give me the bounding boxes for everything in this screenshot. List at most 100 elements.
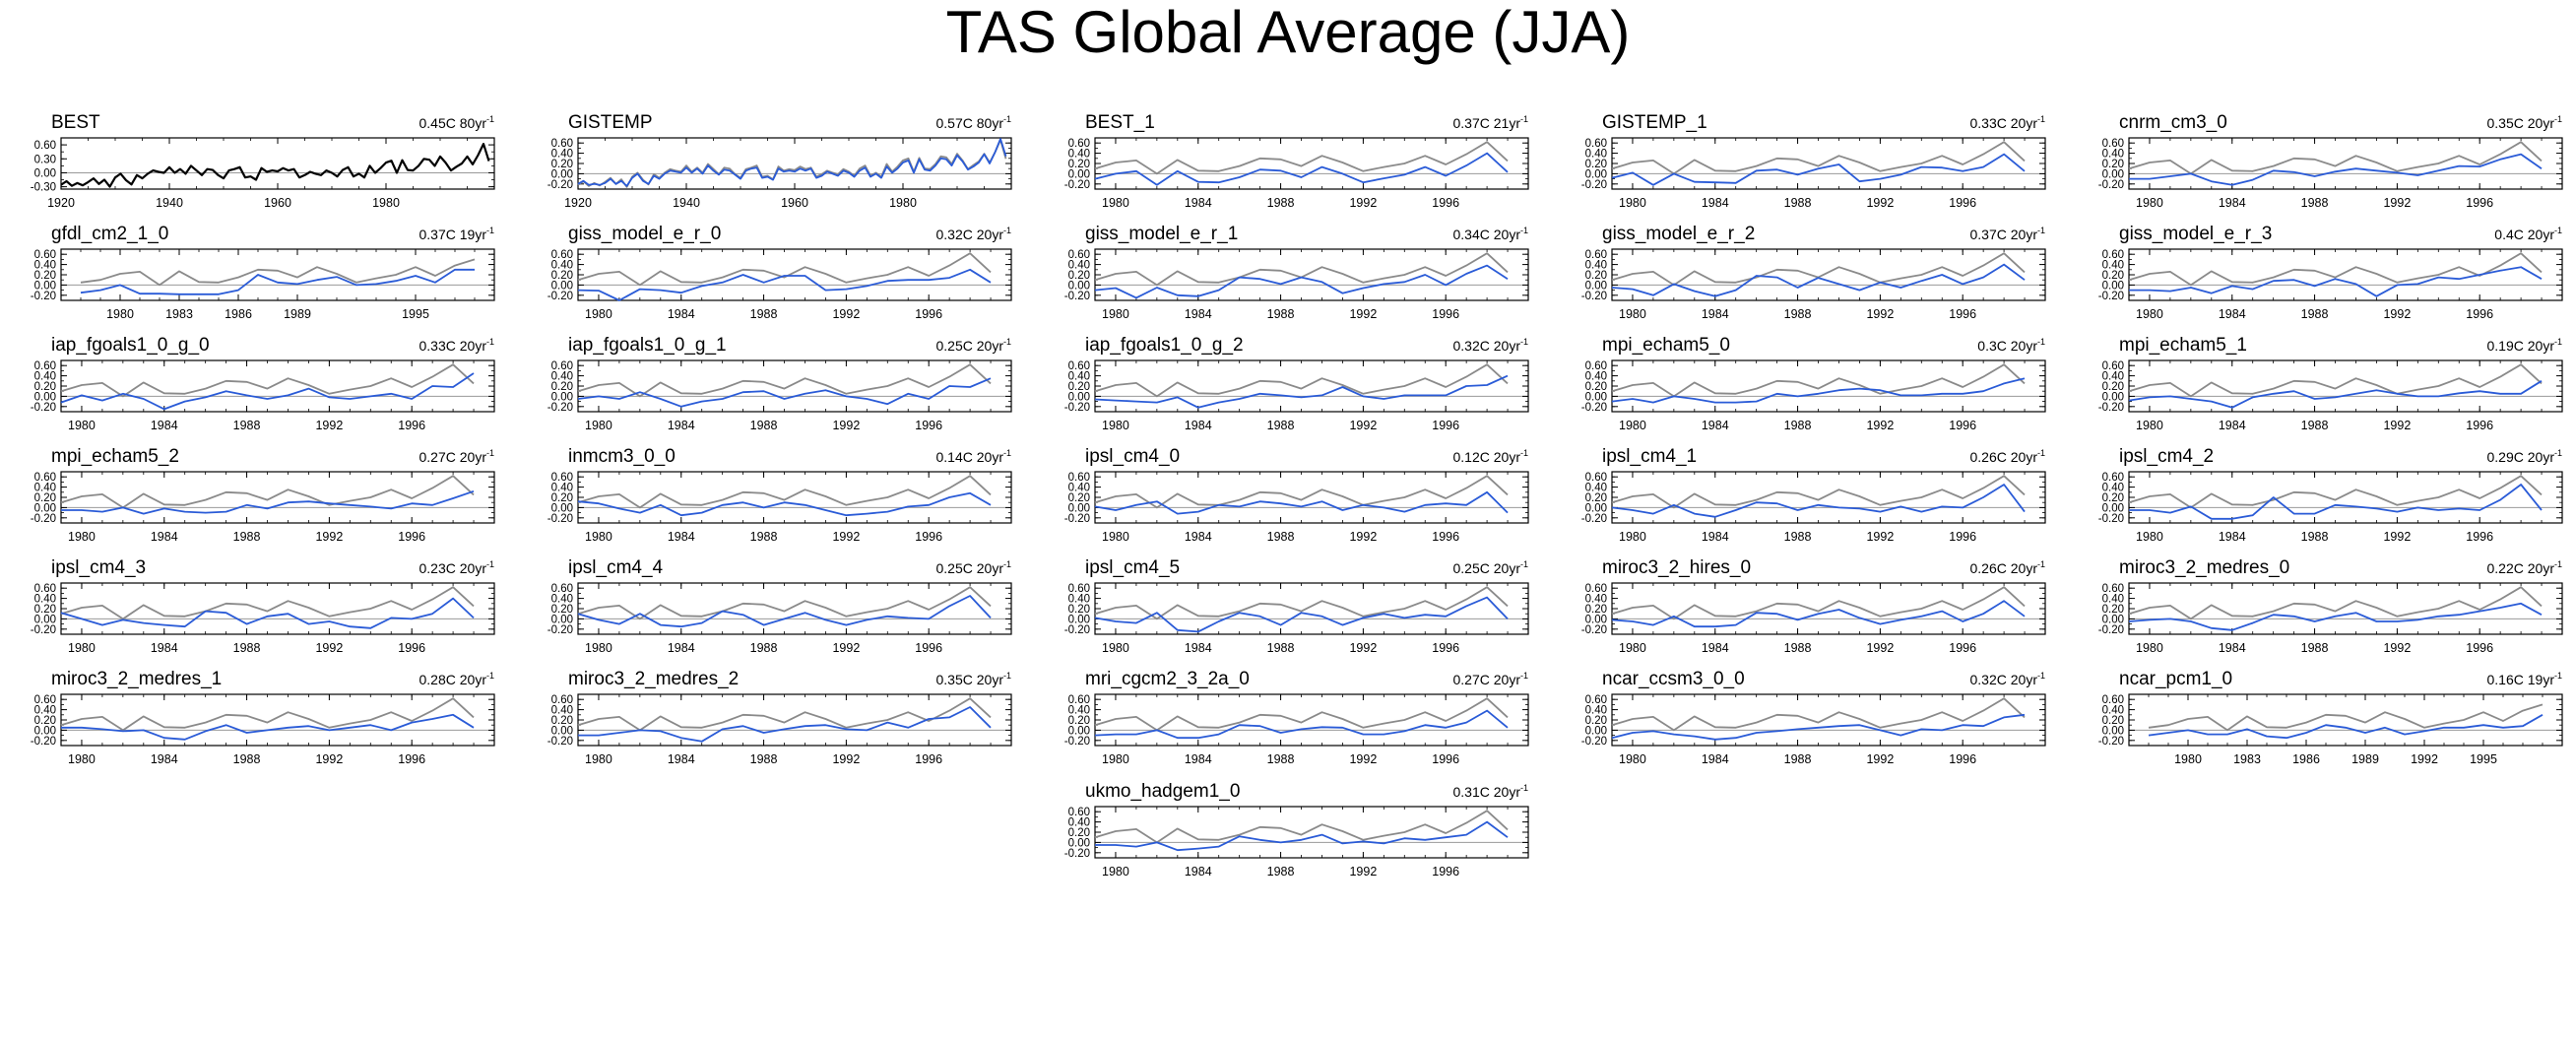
trend-label: 0.37C 21yr-1 bbox=[1453, 114, 1529, 131]
chart-panel: giss_model_e_r_2 0.37C 20yr-1 0.600.400.20… bbox=[1581, 224, 2046, 321]
x-tick-label: 1980 bbox=[2174, 752, 2202, 766]
x-tick-label: 1940 bbox=[156, 196, 183, 210]
y-tick-label: 0.60 bbox=[34, 694, 56, 706]
x-tick-label: 1992 bbox=[2383, 196, 2411, 210]
chart-title: ipsl_cm4_5 bbox=[1085, 557, 1180, 578]
y-tick-label: 0.00 bbox=[551, 391, 573, 403]
chart-panel: BEST 0.45C 80yr-1 0.60 0.30 0.00 -0.30 1920 194… bbox=[31, 112, 495, 210]
trend-label: 0.32C 20yr-1 bbox=[1453, 337, 1529, 354]
x-tick-label: 1984 bbox=[151, 752, 178, 766]
x-tick-label: 1996 bbox=[1949, 530, 1976, 544]
chart-title: ncar_ccsm3_0_0 bbox=[1602, 669, 1745, 689]
plot-frame bbox=[1611, 137, 2046, 190]
chart-title: miroc3_2_medres_0 bbox=[2119, 557, 2289, 578]
y-tick-label: 0.60 bbox=[1068, 138, 1090, 150]
x-tick-label: 1996 bbox=[398, 419, 425, 432]
plot-frame bbox=[1611, 248, 2046, 301]
trend-label: 0.45C 80yr-1 bbox=[419, 114, 495, 131]
series-line bbox=[1094, 252, 1509, 287]
series-line bbox=[2128, 475, 2543, 509]
x-tick-label: 1988 bbox=[1267, 641, 1295, 655]
y-tick-label: 0.20 bbox=[34, 381, 56, 393]
x-tick-label: 1980 bbox=[1619, 641, 1646, 655]
x-tick-label: 1984 bbox=[1185, 419, 1212, 432]
x-tick-label: 1988 bbox=[1267, 196, 1295, 210]
y-tick-label: 0.40 bbox=[551, 705, 573, 717]
chart-panel: miroc3_2_hires_0 0.26C 20yr-1 0.600.400.20… bbox=[1581, 557, 2046, 655]
chart-title: giss_model_e_r_0 bbox=[568, 224, 721, 244]
chart-title: giss_model_e_r_1 bbox=[1085, 224, 1238, 244]
trend-label: 0.35C 20yr-1 bbox=[2487, 114, 2563, 131]
y-tick-label: 0.40 bbox=[1585, 260, 1607, 272]
series-line bbox=[2128, 602, 2543, 631]
x-tick-label: 1980 bbox=[2136, 196, 2163, 210]
chart-panel: iap_fgoals1_0_g_0 0.33C 20yr-1 0.600.400.2… bbox=[31, 335, 495, 432]
x-tick-label: 1980 bbox=[1619, 530, 1646, 544]
series-line bbox=[61, 713, 475, 741]
plot-frame bbox=[2128, 693, 2563, 747]
chart-title: mpi_echam5_2 bbox=[51, 446, 179, 467]
series-line bbox=[2128, 252, 2543, 287]
x-tick-label: 1984 bbox=[668, 419, 695, 432]
x-tick-label: 1992 bbox=[832, 752, 860, 766]
y-tick-label: -0.20 bbox=[2098, 736, 2124, 748]
y-tick-label: 0.20 bbox=[1585, 604, 1607, 616]
y-tick-label: 0.60 bbox=[2102, 249, 2124, 261]
x-tick-label: 1980 bbox=[1102, 419, 1129, 432]
y-tick-label: -0.20 bbox=[2098, 291, 2124, 302]
chart-title: iap_fgoals1_0_g_2 bbox=[1085, 335, 1244, 356]
x-tick-label: 1992 bbox=[832, 530, 860, 544]
x-tick-label: 1988 bbox=[1784, 641, 1812, 655]
y-tick-label: 0.40 bbox=[1068, 149, 1090, 161]
y-tick-label: 0.40 bbox=[1585, 483, 1607, 494]
chart-panel: GISTEMP 0.57C 80yr-1 0.600.400.200.00-0.20… bbox=[547, 112, 1012, 210]
x-tick-label: 1984 bbox=[668, 530, 695, 544]
y-tick-label: 0.40 bbox=[1585, 371, 1607, 383]
y-tick-label: 0.60 bbox=[34, 360, 56, 372]
y-tick-label: 0.20 bbox=[1068, 604, 1090, 616]
x-tick-label: 1980 bbox=[1619, 196, 1646, 210]
y-tick-label: 0.40 bbox=[2102, 483, 2124, 494]
y-tick-label: -0.30 bbox=[31, 182, 56, 194]
chart-title: BEST bbox=[51, 112, 100, 133]
x-tick-label: 1988 bbox=[750, 641, 778, 655]
chart-title: ipsl_cm4_2 bbox=[2119, 446, 2214, 467]
x-tick-label: 1996 bbox=[1432, 530, 1459, 544]
series-line bbox=[60, 697, 475, 732]
y-tick-label: 0.00 bbox=[1585, 725, 1607, 737]
x-tick-label: 1996 bbox=[1432, 196, 1459, 210]
y-tick-label: 0.00 bbox=[2102, 725, 2124, 737]
trend-label: 0.26C 20yr-1 bbox=[1970, 448, 2046, 465]
x-tick-label: 1995 bbox=[402, 307, 429, 321]
x-tick-label: 1983 bbox=[2233, 752, 2261, 766]
chart-title: ipsl_cm4_0 bbox=[1085, 446, 1180, 467]
chart-panel: miroc3_2_medres_0 0.22C 20yr-1 0.600.400.2… bbox=[2098, 557, 2563, 655]
y-tick-label: 0.60 bbox=[1068, 694, 1090, 706]
x-tick-label: 1988 bbox=[233, 752, 261, 766]
series-line bbox=[1094, 586, 1509, 620]
x-tick-label: 1984 bbox=[151, 641, 178, 655]
y-tick-label: 0.60 bbox=[1068, 583, 1090, 595]
y-tick-label: -0.20 bbox=[547, 179, 573, 191]
x-tick-label: 1992 bbox=[1866, 196, 1894, 210]
x-tick-label: 1988 bbox=[1784, 196, 1812, 210]
x-tick-label: 1988 bbox=[233, 530, 261, 544]
trend-label: 0.23C 20yr-1 bbox=[419, 559, 495, 576]
y-tick-label: 0.00 bbox=[34, 614, 56, 625]
y-tick-label: 0.40 bbox=[551, 483, 573, 494]
series-line bbox=[1611, 484, 2026, 518]
y-tick-label: 0.00 bbox=[1068, 837, 1090, 849]
chart-panel: ipsl_cm4_4 0.25C 20yr-1 0.600.400.200.00-0… bbox=[547, 557, 1012, 655]
y-tick-label: -0.20 bbox=[547, 402, 573, 414]
x-tick-label: 1940 bbox=[673, 196, 700, 210]
x-tick-label: 1986 bbox=[225, 307, 252, 321]
x-tick-label: 1988 bbox=[1267, 419, 1295, 432]
y-tick-label: 0.20 bbox=[551, 270, 573, 282]
x-tick-label: 1996 bbox=[1949, 419, 1976, 432]
y-tick-label: 0.40 bbox=[1068, 594, 1090, 606]
x-tick-label: 1992 bbox=[1866, 530, 1894, 544]
x-tick-label: 1980 bbox=[68, 530, 96, 544]
y-tick-label: -0.20 bbox=[2098, 179, 2124, 191]
trend-label: 0.16C 19yr-1 bbox=[2487, 671, 2563, 687]
